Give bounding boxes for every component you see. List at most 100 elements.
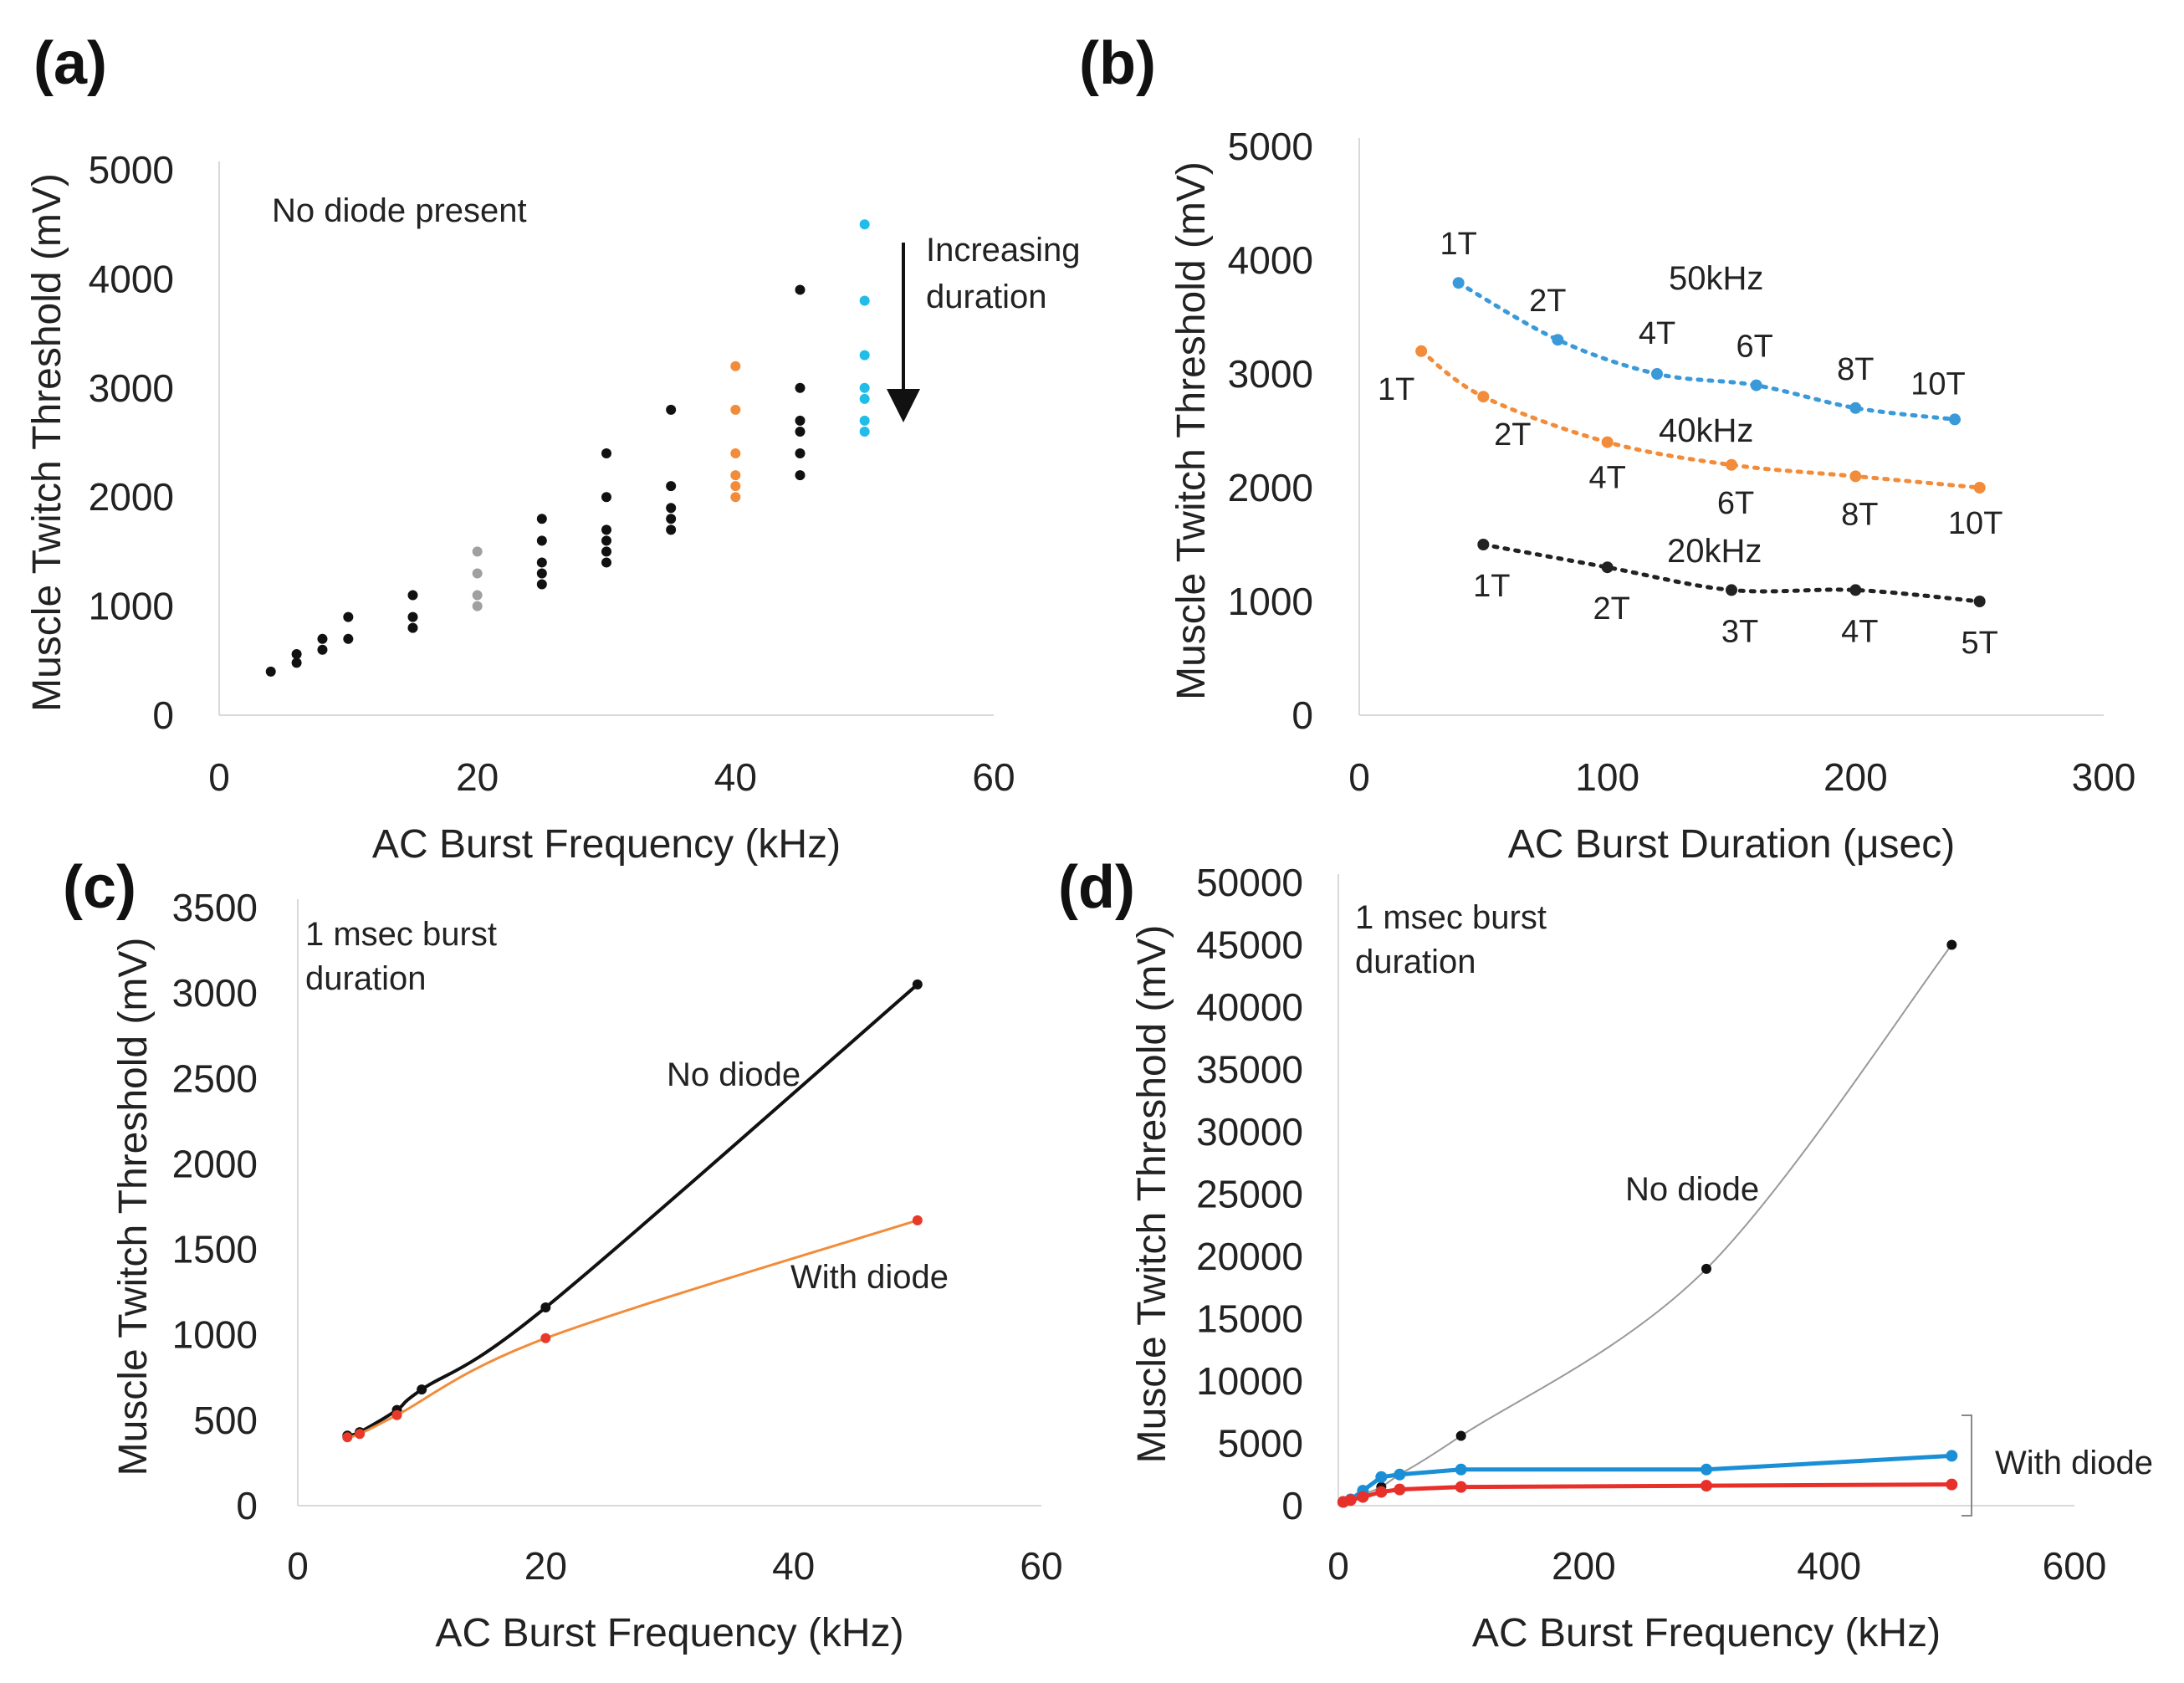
- panel-a-point-black: [666, 404, 677, 415]
- panel-a-point-black: [291, 657, 302, 668]
- panel-b-y-tick-label: 4000: [1228, 238, 1313, 282]
- panel-a-point-cyan: [859, 295, 870, 306]
- panel-d-y-tick-label: 0: [1281, 1484, 1303, 1527]
- panel-d-x-axis-title: AC Burst Frequency (kHz): [1472, 1611, 1941, 1655]
- panel-d-label-no-diode: No diode: [1625, 1171, 1759, 1208]
- panel-d-point-with-diode-blue: [1455, 1463, 1467, 1476]
- panel-c-label: (c): [63, 854, 136, 921]
- panel-d-y-tick-label: 25000: [1196, 1173, 1303, 1216]
- panel-a-point-cyan: [859, 415, 870, 426]
- panel-b-x-tick-label: 300: [2072, 755, 2136, 799]
- panel-b-point-label-20kHz: 4T: [1841, 614, 1878, 649]
- panel-c-y-tick-label: 2000: [172, 1142, 258, 1185]
- panel-b-point-40kHz: [1726, 458, 1737, 471]
- panel-a-point-orange: [730, 492, 741, 503]
- panel-a-point-black: [536, 535, 547, 546]
- panel-a-point-black: [601, 492, 611, 503]
- panel-d-point-with-diode-blue: [1375, 1471, 1388, 1483]
- panel-d-y-tick-label: 50000: [1196, 861, 1303, 904]
- panel-b-point-40kHz: [1601, 436, 1614, 448]
- panel-b-point-label-50kHz: 6T: [1736, 330, 1772, 365]
- panel-d-y-tick-label: 45000: [1196, 923, 1303, 967]
- panel-d-y-axis-title: Muscle Twitch Threshold (mV): [1130, 925, 1174, 1464]
- panel-c-y-tick-label: 1000: [172, 1313, 258, 1357]
- panel-b-point-20kHz: [1849, 584, 1862, 596]
- panel-a-point-black: [536, 579, 547, 590]
- panel-a-point-cyan: [859, 219, 870, 230]
- panel-b-point-label-50kHz: 10T: [1910, 366, 1965, 402]
- panel-b-y-tick-label: 0: [1291, 693, 1313, 737]
- panel-a-point-black: [536, 514, 547, 524]
- panel-a-arrow-label-1: Increasing: [926, 232, 1081, 269]
- panel-b-y-tick-label: 5000: [1228, 125, 1313, 168]
- panel-a-point-black: [601, 535, 611, 546]
- panel-a-point-cyan: [859, 382, 870, 393]
- panel-b-point-label-50kHz: 8T: [1837, 352, 1874, 387]
- panel-b-point-50kHz: [1949, 413, 1961, 426]
- panel-d-point-with-diode-red: [1455, 1481, 1467, 1493]
- panel-a-point-orange: [730, 404, 741, 415]
- panel-a-x-tick-label: 20: [456, 755, 499, 799]
- panel-c-point-no-diode: [417, 1384, 427, 1395]
- panel-c-label-no-diode: No diode: [667, 1056, 800, 1093]
- panel-a-point-black: [601, 524, 611, 535]
- panel-a-point-orange: [730, 448, 741, 459]
- panel-c-chart: 0 500 1000 1500 2000 2500 3000 3500 0 20 40 60 AC Bu…: [111, 886, 1063, 1655]
- panel-b-point-50kHz: [1552, 334, 1564, 346]
- panel-a-x-axis-title: AC Burst Frequency (kHz): [372, 822, 841, 867]
- panel-a-point-gray: [472, 568, 483, 579]
- panel-b-point-40kHz: [1477, 391, 1490, 403]
- panel-d-bracket: [1962, 1414, 1972, 1517]
- panel-b-point-20kHz: [1973, 596, 1986, 607]
- panel-d-point-no-diode: [1701, 1263, 1711, 1274]
- panel-b-series-40khz-name: 40kHz: [1659, 412, 1753, 449]
- panel-a-point-black: [666, 481, 677, 492]
- panel-d-note-1: 1 msec burst: [1355, 899, 1547, 936]
- panel-c-y-tick-label: 0: [236, 1484, 258, 1527]
- panel-a-y-tick-label: 5000: [89, 148, 174, 192]
- panel-c-x-tick-label: 0: [287, 1544, 309, 1588]
- panel-a-y-tick-label: 3000: [89, 366, 174, 410]
- panel-a-x-tick-label: 40: [714, 755, 757, 799]
- panel-c-note-1: 1 msec burst: [305, 916, 497, 953]
- panel-d-point-with-diode-red: [1946, 1478, 1958, 1491]
- panel-a-y-axis-title: Muscle Twitch Threshold (mV): [25, 173, 69, 712]
- panel-a-arrow-label-2: duration: [926, 279, 1047, 315]
- panel-d-y-tick-label: 35000: [1196, 1048, 1303, 1092]
- panel-a-point-gray: [472, 590, 483, 601]
- panel-b-point-label-40kHz: 1T: [1378, 372, 1414, 407]
- panel-b-y-tick-label: 3000: [1228, 352, 1313, 396]
- panel-d-x-tick-label: 0: [1327, 1544, 1349, 1588]
- panel-d-line-no-diode: [1343, 944, 1953, 1503]
- panel-a-point-black: [795, 470, 806, 481]
- panel-b-point-40kHz: [1415, 345, 1428, 357]
- panel-a-y-tick-label: 4000: [89, 257, 174, 300]
- panel-b-x-tick-label: 200: [1823, 755, 1888, 799]
- panel-b-point-label-20kHz: 3T: [1721, 614, 1758, 649]
- panel-b-point-label-40kHz: 10T: [1948, 506, 2002, 541]
- panel-c-point-with-diode: [342, 1432, 353, 1443]
- panel-a-point-black: [317, 644, 328, 655]
- panel-a-point-black: [601, 448, 611, 459]
- panel-b-series-20khz-name: 20kHz: [1667, 533, 1762, 570]
- panel-d-y-tick-label: 5000: [1218, 1422, 1303, 1466]
- panel-a-point-black: [601, 557, 611, 568]
- panel-c-point-no-diode: [540, 1302, 551, 1313]
- panel-a-point-orange: [730, 481, 741, 492]
- panel-d-point-no-diode: [1946, 939, 1957, 950]
- panel-b-point-20kHz: [1726, 584, 1737, 596]
- panel-b-point-50kHz: [1651, 368, 1663, 380]
- panel-c-y-tick-label: 2500: [172, 1056, 258, 1100]
- panel-a-label: (a): [33, 30, 107, 97]
- panel-d-y-tick-label: 20000: [1196, 1235, 1303, 1278]
- panel-c-point-with-diode: [391, 1409, 402, 1420]
- panel-a-point-black: [795, 284, 806, 295]
- panel-a-point-cyan: [859, 426, 870, 437]
- panel-d-y-tick-label: 30000: [1196, 1110, 1303, 1154]
- panel-a-point-orange: [730, 470, 741, 481]
- panel-b-point-50kHz: [1849, 402, 1862, 414]
- panel-a-point-black: [795, 415, 806, 426]
- panel-a-y-tick-label: 2000: [89, 475, 174, 519]
- panel-d-point-with-diode-blue: [1394, 1468, 1406, 1481]
